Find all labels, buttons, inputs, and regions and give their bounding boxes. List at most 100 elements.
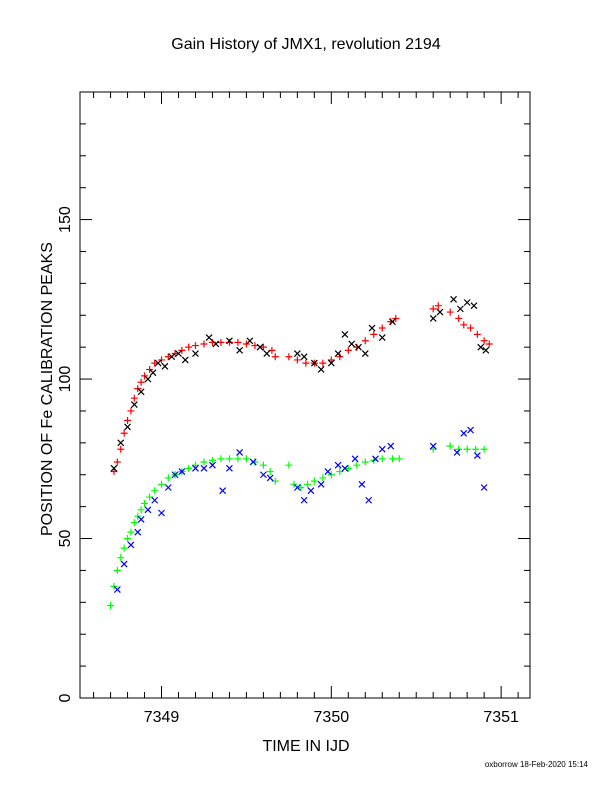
data-point-series-4 (453, 448, 461, 456)
data-point-series-1 (225, 338, 233, 346)
data-point-series-3 (113, 566, 121, 574)
data-point-series-1 (137, 378, 145, 386)
data-point-series-1 (327, 356, 335, 364)
axis-tick-labels: 0 50 100 150 7349 7350 7351 (57, 206, 519, 726)
data-point-series-1 (130, 394, 138, 402)
data-point-series-1 (285, 353, 293, 361)
data-point-series-1 (113, 458, 121, 466)
data-point-series-3 (217, 455, 225, 463)
data-point-series-2 (389, 318, 396, 326)
data-point-series-3 (120, 544, 128, 552)
data-point-series-3 (185, 464, 193, 472)
data-point-series-2 (192, 350, 199, 357)
data-point-series-3 (446, 442, 454, 450)
data-point-series-4 (387, 442, 395, 450)
data-point-series-2 (327, 359, 335, 367)
data-point-series-3 (285, 461, 293, 469)
data-point-series-2 (293, 350, 301, 357)
data-point-series-3 (117, 554, 125, 562)
data-point-series-1 (480, 337, 488, 345)
data-point-series-1 (251, 342, 259, 350)
data-point-series-3 (297, 483, 305, 491)
data-point-series-1 (191, 342, 199, 350)
data-point-series-1 (120, 429, 128, 437)
data-point-series-2 (368, 324, 376, 332)
data-point-series-4 (307, 487, 315, 495)
data-point-series-1 (485, 340, 493, 348)
data-point-series-1 (234, 338, 242, 346)
data-point-series-2 (482, 346, 490, 354)
x-axis-label: TIME IN IJD (262, 738, 350, 755)
data-point-series-1 (134, 385, 142, 393)
data-point-series-2 (300, 353, 308, 361)
data-point-series-4 (120, 560, 128, 568)
data-point-series-2 (341, 330, 349, 338)
data-point-series-4 (300, 496, 308, 504)
data-point-series-2 (181, 356, 189, 364)
data-point-series-1 (460, 321, 468, 329)
data-point-series-2 (149, 369, 157, 377)
data-point-series-2 (124, 423, 131, 431)
data-point-series-3 (266, 468, 274, 476)
data-point-series-4 (127, 541, 135, 549)
data-point-series-4 (480, 484, 488, 491)
y-axis-label: POSITION OF Fe CALIBRATION PEAKS (39, 242, 56, 536)
y-tick-label: 100 (57, 366, 74, 393)
data-point-series-3 (134, 512, 142, 520)
data-point-series-1 (185, 343, 193, 351)
data-point-series-4 (351, 455, 359, 463)
data-point-series-1 (302, 359, 310, 367)
data-point-series-1 (434, 302, 442, 310)
x-tick-label: 7351 (483, 709, 519, 726)
data-point-series-1 (361, 337, 369, 345)
data-point-series-1 (178, 346, 186, 354)
data-point-series-4 (473, 452, 481, 460)
data-point-series-1 (127, 407, 135, 415)
data-point-series-1 (200, 340, 208, 348)
data-point-series-2 (477, 343, 485, 351)
data-point-series-4 (236, 448, 244, 456)
data-points (107, 295, 493, 610)
data-point-series-4 (372, 455, 379, 463)
data-point-series-2 (144, 375, 152, 383)
data-point-series-3 (110, 582, 118, 590)
data-point-series-2 (175, 350, 182, 357)
data-point-series-3 (361, 458, 369, 466)
data-point-series-1 (429, 305, 437, 313)
data-point-series-3 (429, 445, 437, 453)
data-point-series-3 (191, 461, 199, 469)
data-point-series-2 (263, 350, 271, 357)
data-point-series-4 (171, 471, 179, 479)
data-point-series-4 (365, 496, 373, 504)
data-point-series-3 (290, 480, 298, 488)
data-point-series-3 (259, 461, 267, 469)
y-tick-label: 150 (57, 206, 74, 233)
data-point-series-4 (219, 487, 227, 495)
data-point-series-4 (137, 515, 145, 523)
y-tick-label: 50 (57, 530, 74, 548)
data-point-series-2 (205, 334, 213, 342)
data-point-series-4 (334, 461, 342, 469)
data-point-series-4 (249, 458, 257, 466)
data-point-series-2 (348, 340, 356, 348)
data-point-series-2 (463, 299, 471, 306)
data-point-series-3 (388, 455, 396, 463)
data-point-series-4 (341, 464, 349, 472)
data-point-series-3 (234, 455, 242, 463)
data-point-series-4 (259, 471, 267, 479)
data-point-series-3 (319, 474, 327, 482)
data-point-series-4 (113, 586, 121, 593)
data-point-series-4 (158, 509, 165, 517)
data-point-series-1 (171, 350, 179, 358)
data-point-series-4 (266, 474, 274, 482)
data-point-series-1 (164, 353, 172, 361)
data-point-series-1 (293, 356, 301, 364)
data-point-series-4 (429, 442, 437, 450)
data-point-series-2 (378, 334, 386, 342)
data-point-series-4 (317, 480, 325, 488)
data-point-series-2 (130, 401, 138, 408)
data-point-series-1 (378, 324, 386, 332)
data-point-series-4 (151, 496, 159, 504)
data-point-series-3 (310, 477, 318, 485)
